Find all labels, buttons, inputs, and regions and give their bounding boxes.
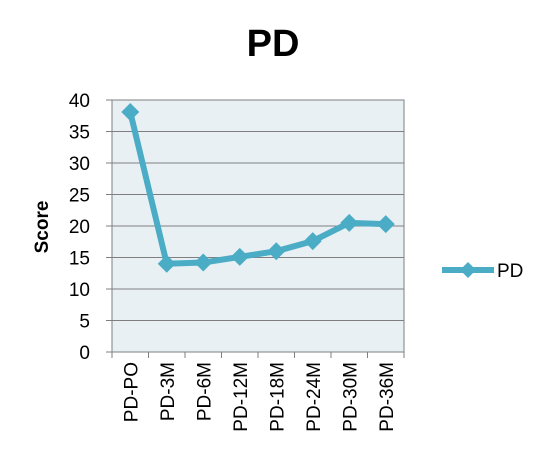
x-tick-label: PD-24M — [304, 362, 325, 432]
legend-marker — [460, 262, 476, 278]
y-tick-label: 20 — [69, 217, 90, 238]
x-tick-label: PD-PO — [121, 362, 142, 422]
data-point — [267, 242, 286, 261]
data-point — [121, 102, 140, 121]
y-tick-label: 40 — [69, 91, 90, 112]
chart-title: PD — [247, 23, 300, 65]
x-tick-label: PD-12M — [231, 362, 252, 432]
x-tick-label: PD-6M — [194, 362, 215, 421]
y-tick-label: 0 — [79, 343, 90, 364]
x-tick-label: PD-18M — [267, 362, 288, 432]
data-point — [230, 247, 249, 266]
legend: PD — [442, 261, 523, 282]
plot-area — [106, 99, 405, 358]
legend-label: PD — [497, 261, 523, 282]
x-tick-labels: PD-PO PD-3M PD-6M PD-12M PD-18M PD-24M PD-30M P… — [121, 362, 398, 432]
y-tick-label: 10 — [69, 280, 90, 301]
y-tick-label: 15 — [69, 249, 90, 270]
x-tick-label: PD-36M — [377, 362, 398, 432]
x-tick-label: PD-30M — [340, 362, 361, 432]
y-tick-label: 5 — [79, 312, 90, 333]
y-tick-label: 30 — [69, 154, 90, 175]
data-point — [340, 213, 359, 232]
y-tick-labels: 0 5 10 15 20 25 30 35 40 — [69, 91, 90, 364]
x-tick-label: PD-3M — [158, 362, 179, 421]
data-point — [376, 215, 395, 234]
y-tick-label: 35 — [69, 123, 90, 144]
data-point — [194, 253, 213, 272]
y-tick-label: 25 — [69, 186, 90, 207]
data-point — [157, 254, 176, 273]
y-axis-label: Score — [32, 201, 53, 254]
series-pd — [121, 102, 395, 273]
data-point — [303, 232, 322, 251]
